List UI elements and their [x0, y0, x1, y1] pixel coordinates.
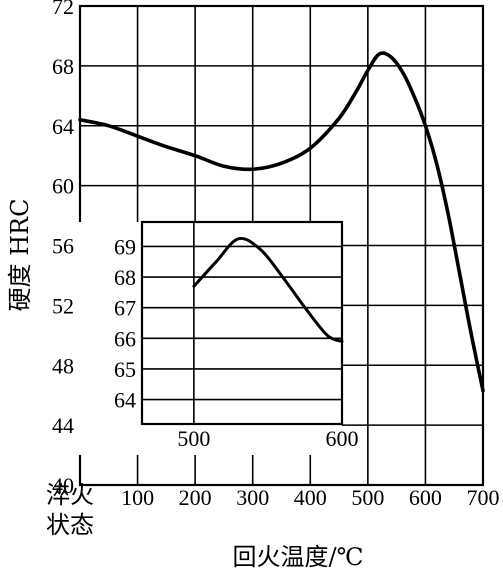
inset-y-tick-label: 69 [114, 234, 136, 259]
main-x-tick-label: 100 [121, 485, 154, 510]
inset-y-tick-labels: 64 65 66 67 68 69 [114, 234, 136, 412]
main-x-tick-label: 300 [236, 485, 269, 510]
inset-hardness-curve [192, 236, 344, 343]
inset-x-tick-labels: 500 600 [177, 426, 358, 451]
main-y-tick-labels: 40 44 48 52 56 60 64 68 72 [52, 0, 74, 498]
main-y-tick-label: 44 [52, 413, 74, 438]
inset-chart: 64 65 66 67 68 69 500 600 [74, 220, 359, 455]
y-axis-label: 硬度 HRC [6, 199, 34, 312]
main-y-tick-label: 72 [52, 0, 74, 19]
main-y-tick-label: 48 [52, 353, 74, 378]
inset-y-tick-label: 66 [114, 326, 136, 351]
main-x-tick-labels: 淬火状态 100 200 300 400 500 600 700 [46, 481, 500, 539]
main-y-tick-label: 60 [52, 174, 74, 199]
main-y-tick-label: 68 [52, 54, 74, 79]
inset-y-tick-label: 68 [114, 265, 136, 290]
inset-y-tick-label: 64 [114, 388, 136, 413]
x-axis-label: 回火温度/℃ [233, 543, 364, 571]
inset-plot-frame [140, 220, 344, 426]
main-y-tick-label: 52 [52, 293, 74, 318]
main-x-tick-label: 200 [179, 485, 212, 510]
main-x-tick-label: 400 [294, 485, 327, 510]
inset-gridlines [142, 222, 343, 424]
main-x-tick-label: 淬火状态 [46, 481, 94, 539]
main-hardness-curve [78, 51, 485, 393]
inset-y-tick-label: 65 [114, 357, 136, 382]
inset-x-tick-label: 600 [326, 426, 359, 451]
main-x-tick-label: 700 [467, 485, 500, 510]
main-y-tick-label: 64 [52, 114, 74, 139]
inset-y-tick-label: 67 [114, 296, 136, 321]
main-x-tick-label: 600 [409, 485, 442, 510]
main-y-tick-label: 56 [52, 234, 74, 259]
main-x-tick-label: 500 [351, 485, 384, 510]
inset-x-tick-label: 500 [177, 426, 210, 451]
main-y-tick-label: 40 [52, 473, 74, 498]
